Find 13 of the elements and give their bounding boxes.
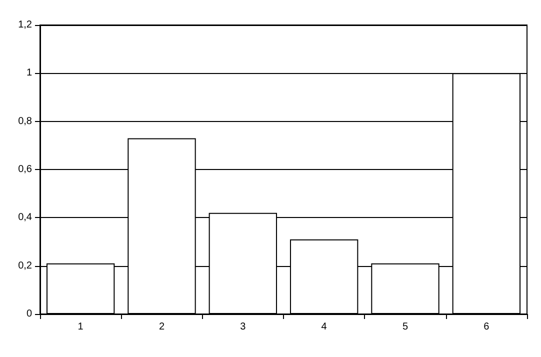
x-tick-label: 4 bbox=[321, 322, 328, 332]
x-tick-label: 3 bbox=[240, 322, 246, 332]
x-tick-label: 5 bbox=[402, 322, 408, 332]
y-tick-label: 0,6 bbox=[18, 164, 32, 175]
y-tick-label: 0,4 bbox=[18, 212, 32, 224]
y-tick-label: 0,8 bbox=[18, 116, 32, 127]
y-tick-label: 0 bbox=[26, 308, 32, 320]
y-tick-label: 1,2 bbox=[18, 20, 32, 30]
y-tick-label: 0,2 bbox=[18, 260, 32, 272]
y-tick-label: 1 bbox=[26, 68, 32, 79]
x-tick-label: 1 bbox=[78, 322, 84, 332]
x-tick-label: 6 bbox=[484, 322, 490, 332]
x-tick-label: 2 bbox=[158, 322, 165, 332]
